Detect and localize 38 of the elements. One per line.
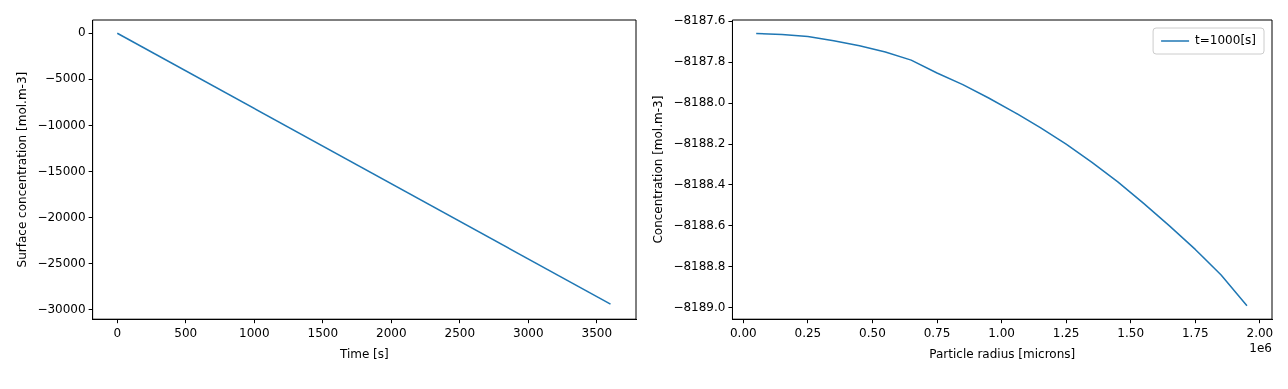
- x-tick-label: 0.75: [923, 325, 951, 340]
- y-axis-title: Concentration [mol.m-3]: [651, 95, 666, 244]
- x-tick-label: 0.50: [859, 325, 886, 340]
- y-tick-label: −8189.0: [673, 299, 726, 314]
- x-tick-label: 2500: [444, 325, 476, 340]
- x-tick-label: 1.75: [1181, 325, 1209, 340]
- x-tick-label: 1500: [307, 325, 339, 340]
- y-tick-label: −20000: [37, 209, 86, 224]
- y-tick-label: −8188.6: [673, 218, 726, 232]
- y-axis-title: Surface concentration [mol.m-3]: [15, 71, 30, 268]
- x-tick-label: 1000: [239, 325, 270, 340]
- legend-label: t=1000[s]: [1195, 33, 1257, 48]
- x-tick-label: 0.00: [729, 325, 757, 340]
- text: 1e6: [1249, 341, 1272, 356]
- x-tick-label: 3000: [513, 325, 544, 340]
- y-tick-label: 0: [77, 25, 86, 40]
- y-tick-label: −15000: [37, 163, 86, 178]
- y-tick-label: −25000: [37, 255, 86, 270]
- x-tick-label: 2.00: [1246, 325, 1274, 340]
- y-tick-label: −8187.6: [673, 13, 726, 28]
- y-tick-label: −8188.0: [673, 95, 726, 110]
- x-axis-title: Particle radius [microns]: [929, 346, 1076, 361]
- y-tick-label: −8188.8: [673, 258, 726, 273]
- x-axis-title: Time [s]: [338, 346, 389, 361]
- x-tick-label: 3500: [581, 325, 613, 340]
- x-tick-label: 1.25: [1052, 325, 1080, 340]
- x-tick-label: 1.50: [1117, 325, 1145, 340]
- y-tick-label: −30000: [37, 301, 86, 316]
- y-tick-label: −8187.8: [673, 54, 726, 69]
- y-tick-label: −5000: [45, 71, 86, 86]
- x-tick-label: 1.00: [988, 325, 1015, 340]
- x-tick-label: 500: [174, 325, 198, 340]
- y-tick-label: −8188.2: [673, 136, 726, 151]
- x-tick-label: 0.25: [794, 325, 822, 340]
- y-tick-label: −8188.4: [673, 177, 726, 192]
- x-tick-label: 2000: [376, 325, 407, 340]
- y-tick-label: −10000: [37, 117, 86, 132]
- x-tick-label: 0: [113, 325, 122, 340]
